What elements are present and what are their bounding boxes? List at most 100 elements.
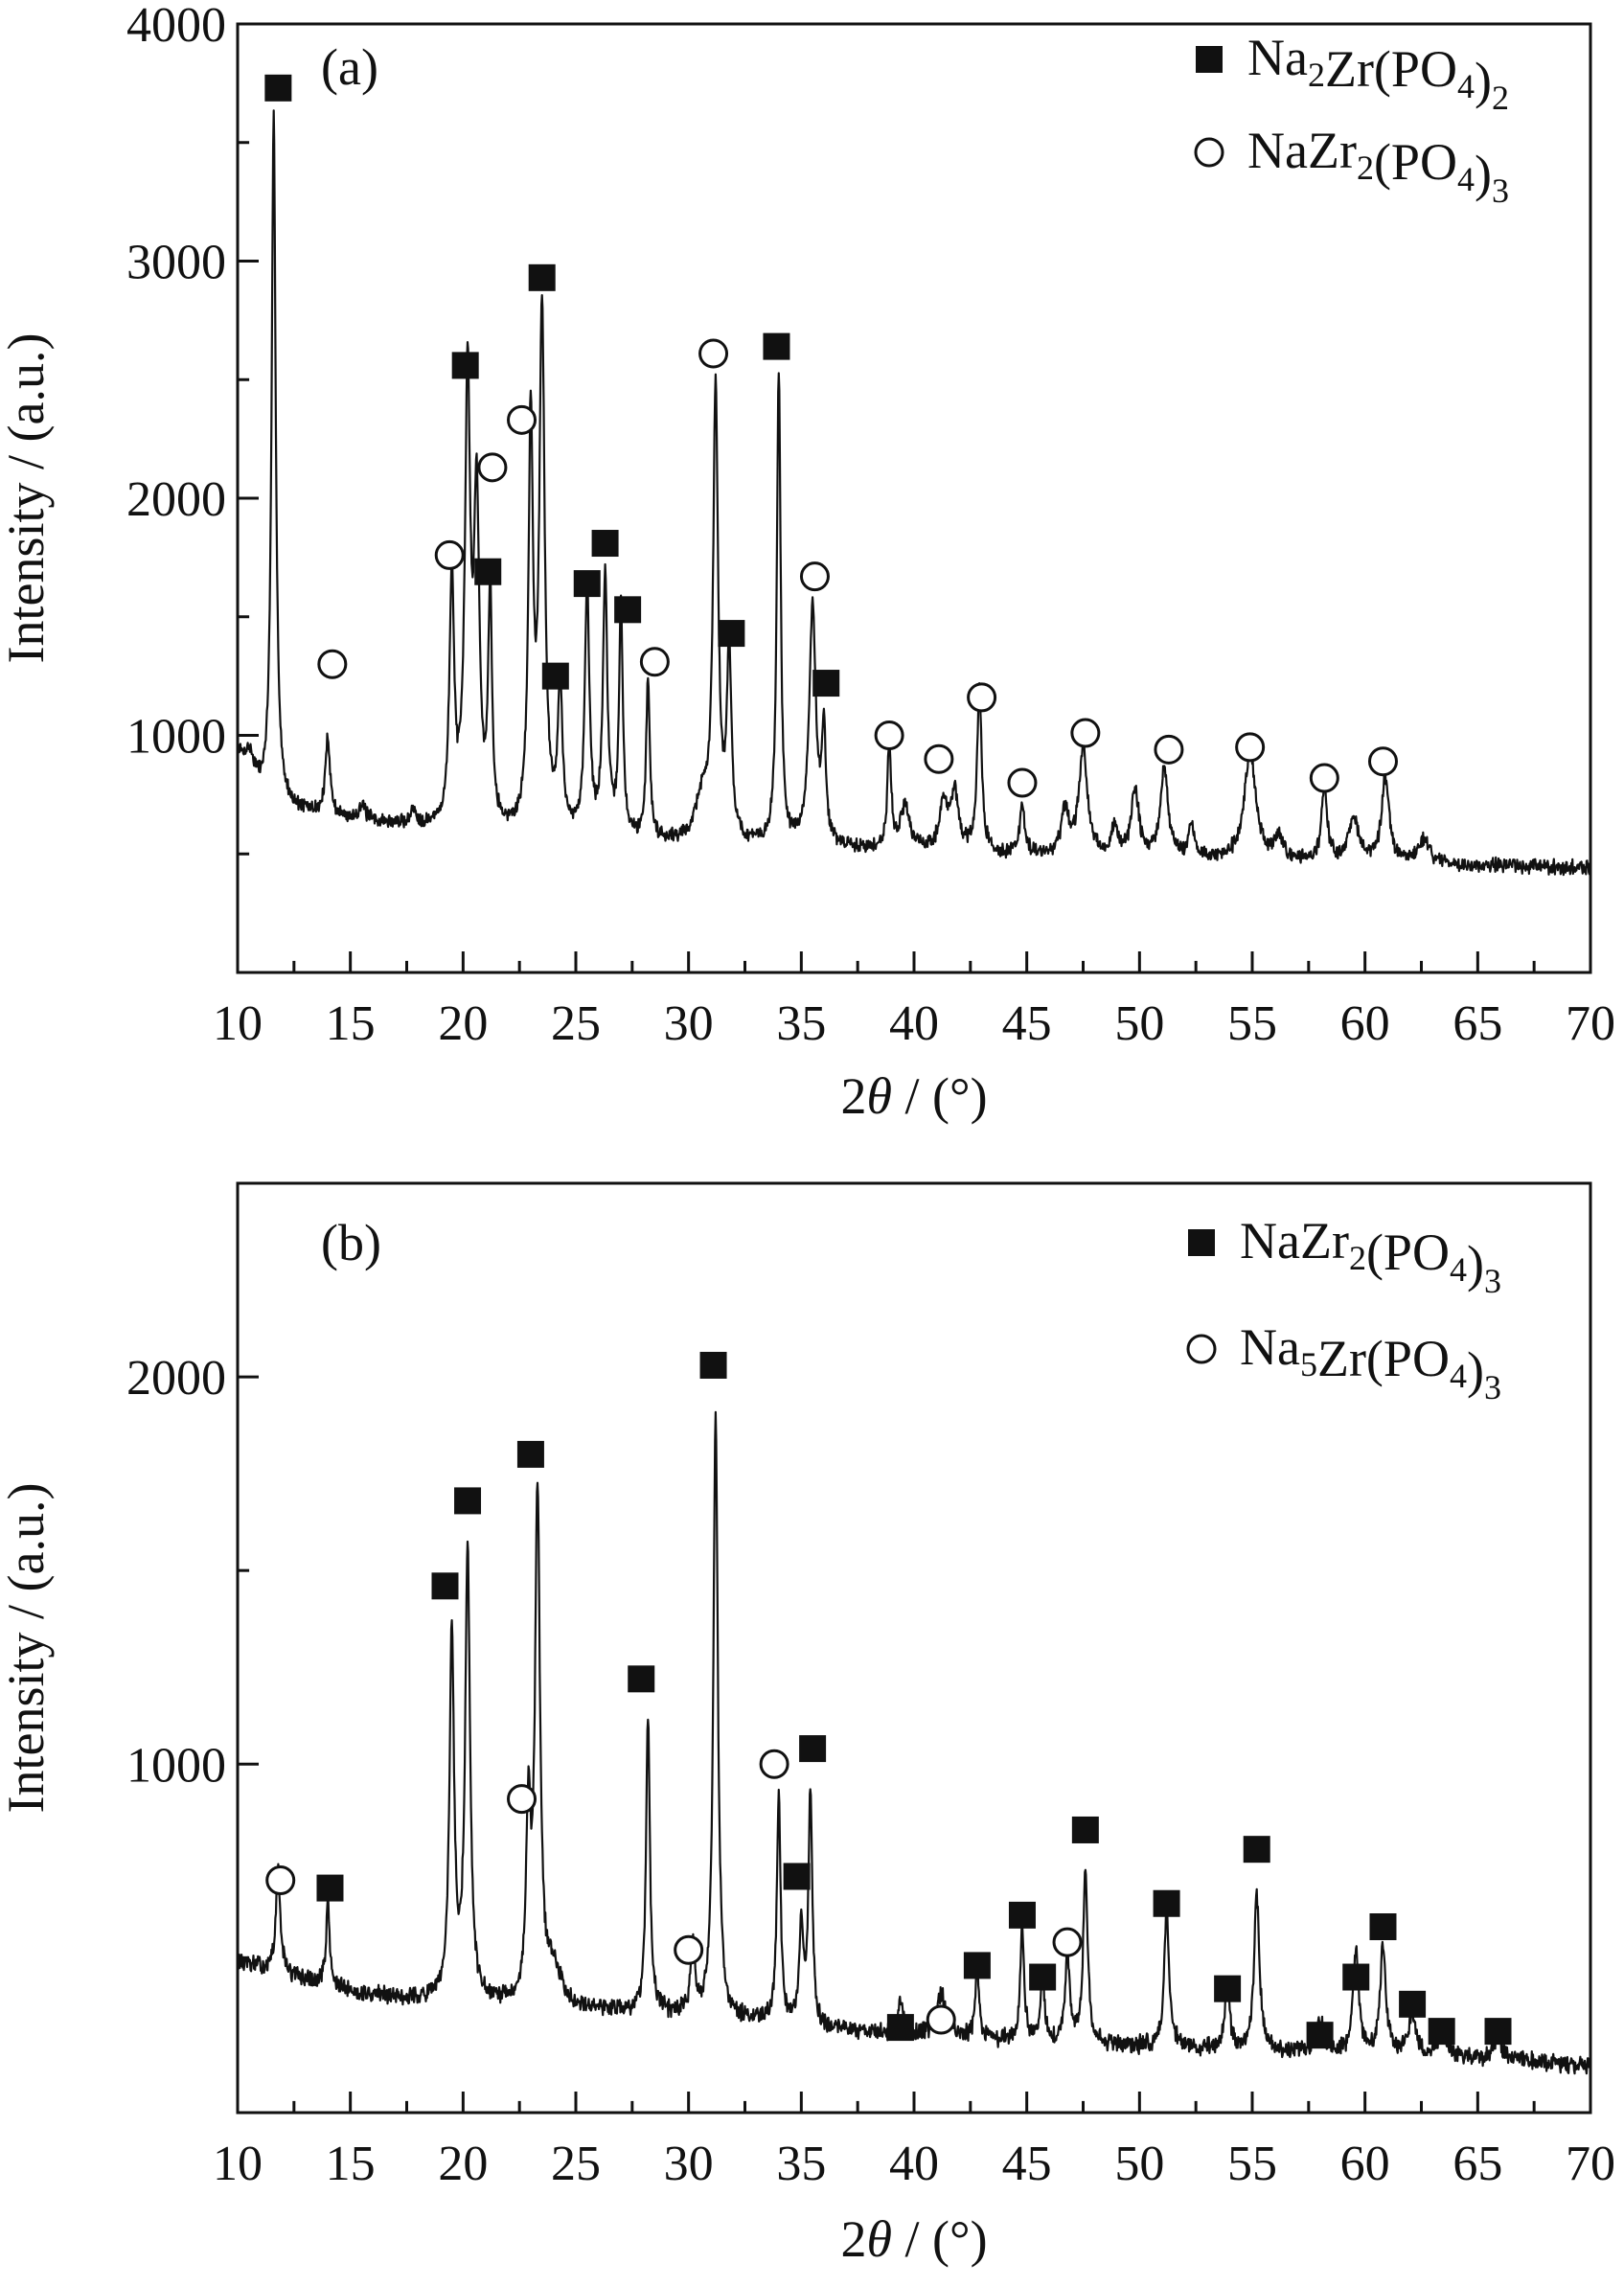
y-tick-label: 1000 — [126, 710, 226, 765]
x-tick-label: 60 — [1340, 2137, 1390, 2191]
xrd-pattern-line — [236, 1410, 1592, 2075]
peak-marker-square — [264, 74, 292, 102]
peak-marker-square — [1243, 1836, 1270, 1864]
y-tick-label: 2000 — [126, 472, 226, 527]
x-tick-label: 50 — [1114, 2137, 1164, 2191]
peak-marker-circle — [1367, 746, 1398, 777]
x-tick-label: 25 — [551, 2137, 601, 2191]
x-tick-label: 20 — [438, 2137, 488, 2191]
peak-marker-square — [1029, 1963, 1057, 1991]
peak-marker-square — [431, 1572, 459, 1600]
peak-marker-square — [763, 332, 790, 360]
peak-marker-square — [516, 1440, 544, 1468]
panel-b: 10 15 20 25 30 35 40 45 50 55 60 65 70 1000 2000 2θ / (… — [0, 1181, 1615, 2268]
peak-marker-square — [1428, 2018, 1455, 2046]
x-tick-label: 50 — [1114, 996, 1164, 1051]
x-tick-label: 30 — [664, 2137, 714, 2191]
peak-marker-circle — [1154, 734, 1184, 765]
x-axis-title: 2θ / (°) — [840, 2210, 987, 2268]
legend-label: Na5Zr(PO4)3 — [1240, 1318, 1501, 1407]
peak-marker-square — [1153, 1889, 1180, 1917]
peak-marker-circle — [698, 338, 729, 369]
peak-marker-circle — [507, 1784, 538, 1815]
legend-label: Na2Zr(PO4)2 — [1247, 29, 1509, 117]
peak-marker-circle — [1007, 767, 1038, 798]
peak-marker-square — [541, 662, 569, 690]
peak-marker-circle — [1052, 1927, 1083, 1957]
y-axis-title: Intensity / (a.u.) — [0, 1483, 55, 1814]
peak-marker-square — [1306, 2022, 1334, 2049]
peak-marker-circle — [1309, 763, 1339, 793]
peak-marker-square — [628, 1665, 655, 1693]
panel-label: (a) — [321, 38, 378, 96]
peak-marker-circle — [317, 649, 348, 679]
x-tick-label: 45 — [1002, 996, 1052, 1051]
x-tick-label: 15 — [326, 2137, 376, 2191]
x-tick-label: 65 — [1452, 996, 1502, 1051]
panel-label: (b) — [321, 1214, 381, 1271]
xrd-pattern-line — [236, 109, 1592, 877]
x-tick-label: 55 — [1227, 996, 1277, 1051]
x-tick-label: 40 — [889, 996, 939, 1051]
peak-marker-circle — [639, 647, 670, 677]
x-tick-label: 70 — [1566, 996, 1615, 1051]
peak-marker-circle — [477, 452, 508, 483]
peak-marker-square — [1342, 1963, 1370, 1991]
x-tick-label: 70 — [1566, 2137, 1615, 2191]
x-tick-label: 45 — [1002, 2137, 1052, 2191]
peak-marker-square — [474, 558, 502, 585]
peak-marker-circle — [434, 539, 465, 570]
x-axis-title: 2θ / (°) — [840, 1067, 987, 1125]
x-tick-label: 35 — [776, 996, 826, 1051]
peak-marker-square — [963, 1952, 991, 1979]
peak-marker-square — [316, 1874, 344, 1902]
legend-square-marker — [1188, 1229, 1215, 1256]
peak-marker-square — [1008, 1901, 1036, 1929]
peak-marker-square — [1214, 1975, 1242, 2002]
peak-marker-square — [699, 1351, 727, 1379]
x-tick-label: 60 — [1340, 996, 1390, 1051]
x-tick-label: 25 — [551, 996, 601, 1051]
peak-marker-circle — [507, 404, 538, 435]
peak-marker-square — [1484, 2018, 1512, 2046]
legend-circle-marker — [1186, 1334, 1217, 1364]
peak-marker-square — [573, 570, 601, 598]
legend-label: NaZr2(PO4)3 — [1247, 122, 1509, 210]
peak-marker-square — [783, 1863, 811, 1890]
x-tick-label: 10 — [213, 2137, 263, 2191]
peak-marker-square — [812, 670, 840, 698]
legend-label: NaZr2(PO4)3 — [1240, 1212, 1501, 1300]
peak-marker-square — [454, 1487, 482, 1515]
legend-square-marker — [1196, 46, 1223, 73]
x-tick-label: 40 — [889, 2137, 939, 2191]
x-tick-label: 55 — [1227, 2137, 1277, 2191]
peak-marker-circle — [265, 1865, 296, 1895]
peak-marker-circle — [924, 743, 954, 774]
peak-marker-circle — [759, 1749, 789, 1779]
y-tick-label: 3000 — [126, 236, 226, 290]
peak-marker-circle — [874, 720, 904, 750]
x-tick-label: 30 — [664, 996, 714, 1051]
y-tick-label: 1000 — [126, 1738, 226, 1793]
peak-marker-square — [718, 620, 745, 648]
peak-marker-square — [451, 352, 479, 379]
y-axis-title: Intensity / (a.u.) — [0, 333, 55, 664]
y-tick-label: 4000 — [126, 0, 226, 53]
peak-marker-square — [1399, 1990, 1427, 2018]
x-tick-label: 35 — [776, 2137, 826, 2191]
peak-marker-square — [1071, 1816, 1099, 1843]
peak-marker-square — [528, 263, 556, 291]
peak-marker-square — [591, 530, 619, 558]
peak-marker-circle — [967, 682, 997, 713]
x-tick-label: 10 — [213, 996, 263, 1051]
x-tick-label: 20 — [438, 996, 488, 1051]
peak-marker-square — [799, 1735, 827, 1763]
y-tick-label: 2000 — [126, 1351, 226, 1406]
legend-circle-marker — [1194, 137, 1224, 168]
peak-marker-circle — [1070, 718, 1101, 748]
x-tick-label: 65 — [1452, 2137, 1502, 2191]
peak-marker-square — [886, 2014, 914, 2042]
peak-marker-circle — [674, 1934, 704, 1965]
panel-a: 10 15 20 25 30 35 40 45 50 55 60 65 70 1000 2000 3000 40… — [0, 0, 1615, 1125]
